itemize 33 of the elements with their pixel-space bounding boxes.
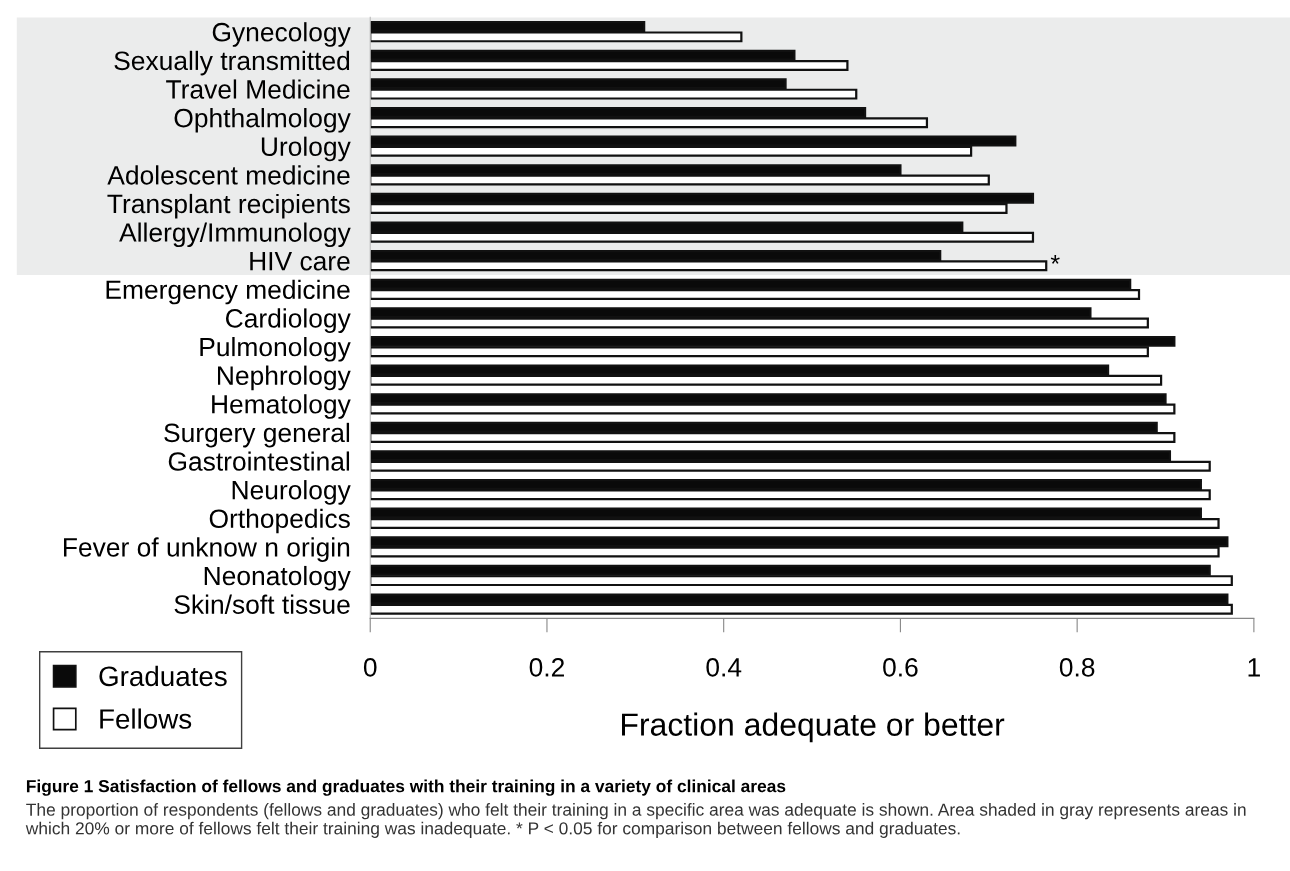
- y-tick-label: Gynecology: [212, 22, 351, 47]
- y-tick-label: Cardiology: [225, 308, 351, 333]
- x-tick-label: 1: [1248, 658, 1260, 677]
- annotation: *: [1050, 255, 1060, 264]
- y-tick-label: Travel Medicine: [166, 79, 350, 99]
- y-tick-label: Hematology: [212, 394, 351, 419]
- x-tick-label: 0.4: [706, 658, 742, 677]
- legend-label: Fellows: [100, 708, 192, 729]
- legend-label: Graduates: [99, 665, 227, 687]
- x-tick-label: 0.6: [883, 658, 918, 677]
- y-tick-label: Adolescent medicine: [107, 165, 350, 185]
- y-tick-label: Pulmonology: [200, 336, 351, 362]
- y-tick-label: Neonatology: [204, 565, 351, 591]
- y-tick-label: Surgery general: [164, 422, 350, 448]
- y-tick-label: Sexually transmitted: [114, 50, 350, 76]
- y-tick-label: Orthopedics: [209, 508, 350, 534]
- y-tick-label: HIV care: [250, 252, 350, 271]
- y-tick-label: Nephrology: [218, 365, 351, 391]
- y-tick-label: Emergency medicine: [106, 279, 350, 305]
- y-tick-label: Transplant recipients: [107, 193, 350, 219]
- x-tick-label: 0.8: [1059, 658, 1095, 677]
- y-tick-label: Ophthalmology: [174, 108, 351, 133]
- x-tick-label: 0.2: [529, 658, 564, 677]
- text: The proportion of respondents (fellows and graduates) who felt their training in a specific area was adequate is shown. Area shaded in gray represents areas in which 20% or more of fellows felt their training was inadequate. * P < 0.05 for comparison between fellows and graduates.: [25, 803, 1246, 838]
- y-tick-label: Neurology: [232, 480, 351, 505]
- text: Figure 1 Satisfaction of fellows and graduates with their training in a variety of clinical areas: [26, 779, 786, 796]
- y-tick-label: Fever of unknow n origin: [64, 537, 350, 562]
- y-tick-label: Skin/soft tissue: [174, 594, 350, 614]
- y-tick-label: Allergy/Immunology: [119, 222, 351, 248]
- x-tick-label: 0: [363, 658, 377, 677]
- y-tick-label: Gastrointestinal: [168, 451, 350, 471]
- x-axis-title: Fraction adequate or better: [622, 712, 1005, 743]
- y-tick-label: Urology: [261, 136, 351, 162]
